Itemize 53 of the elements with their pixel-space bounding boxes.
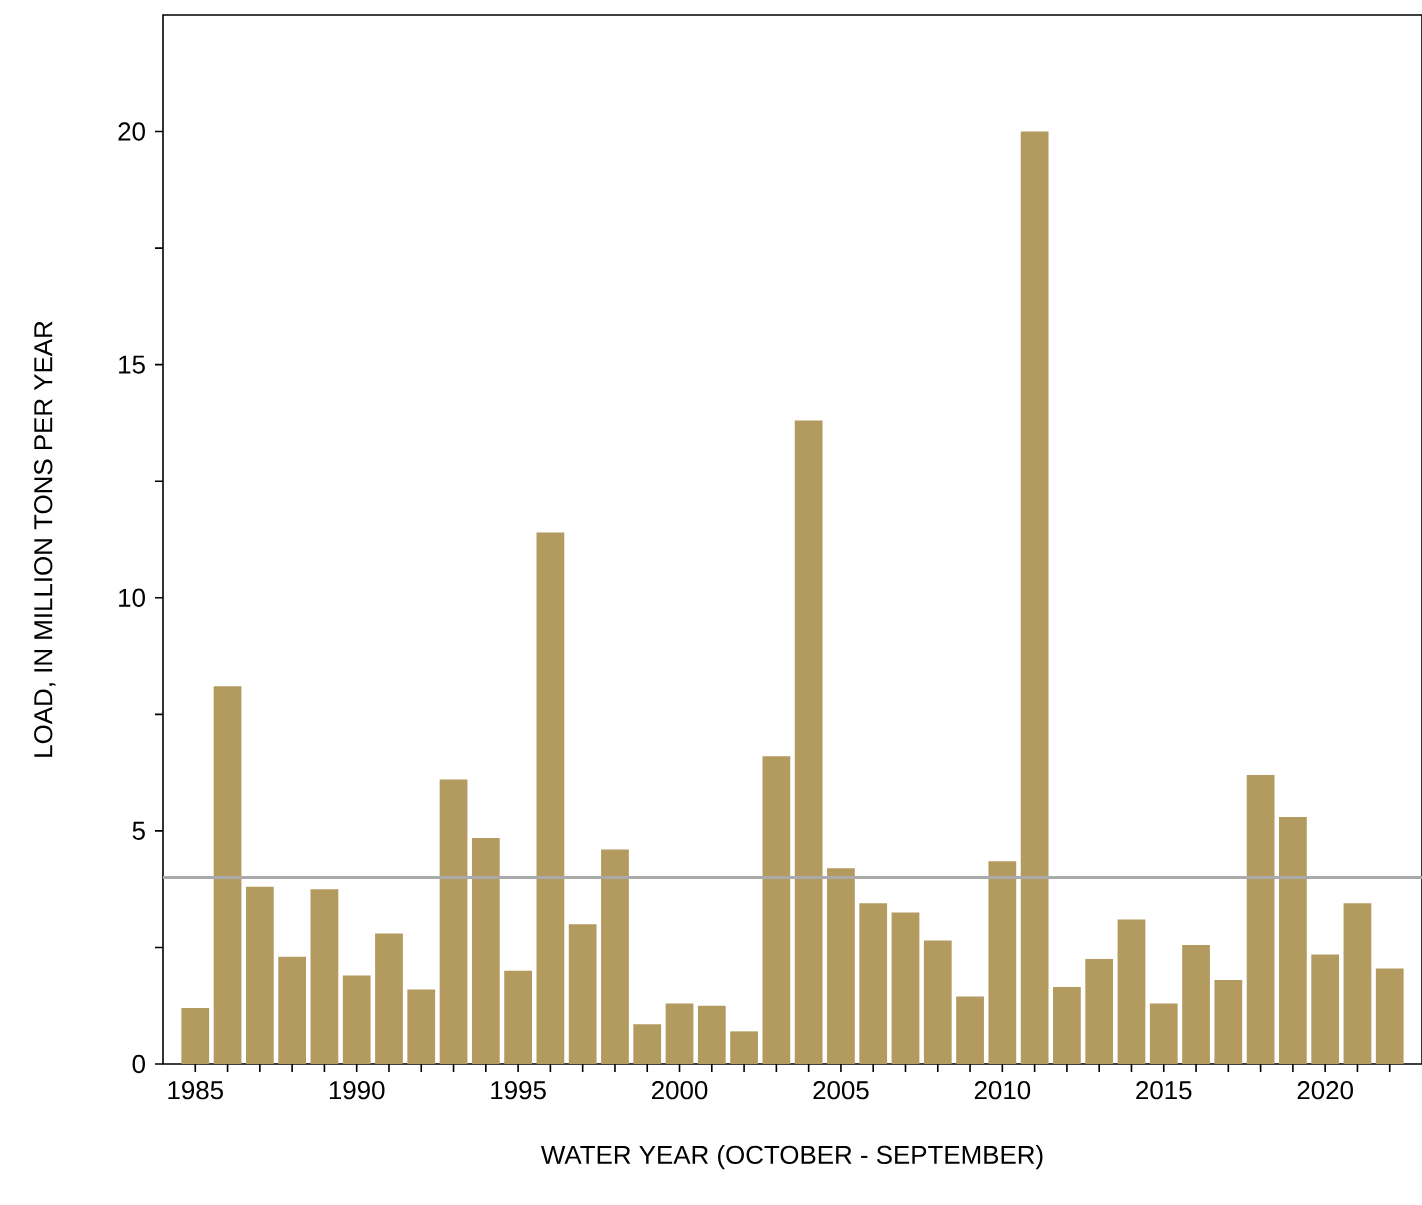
bar — [665, 1003, 694, 1064]
bar — [375, 933, 403, 1064]
y-tick-label: 15 — [119, 355, 145, 374]
bar — [633, 1024, 662, 1064]
x-tick-label: 1990 — [329, 1081, 385, 1100]
x-axis-title: WATER YEAR (OCTOBER - SEPTEMBER) — [541, 1145, 1043, 1170]
bar — [859, 903, 888, 1064]
x-tick-label: 1995 — [491, 1081, 546, 1100]
bar — [891, 912, 920, 1064]
x-tick-label: 2000 — [652, 1081, 708, 1100]
y-tick-label: 0 — [132, 1054, 145, 1074]
bar — [730, 1031, 758, 1064]
bar — [1246, 774, 1275, 1064]
bar — [1279, 816, 1307, 1064]
y-axis-title: LOAD, IN MILLION TONS PER YEAR — [34, 321, 56, 757]
y-tick-label: 20 — [118, 122, 145, 141]
bar — [1343, 903, 1372, 1064]
bar — [504, 970, 532, 1064]
x-tick-label: 2010 — [974, 1081, 1031, 1100]
x-tick-label: 2020 — [1297, 1081, 1353, 1100]
bar — [923, 940, 952, 1064]
bar — [1085, 959, 1114, 1064]
bar — [1053, 987, 1081, 1064]
bar — [245, 886, 274, 1064]
bar — [1182, 945, 1210, 1064]
bar — [407, 989, 436, 1064]
bar — [601, 849, 629, 1064]
bar — [1214, 980, 1243, 1064]
bar — [988, 861, 1017, 1064]
bar — [1149, 1003, 1178, 1064]
bar — [697, 1005, 726, 1064]
y-tick-label: 10 — [119, 588, 145, 607]
bar — [181, 1008, 210, 1064]
bar — [471, 837, 500, 1064]
bar — [827, 868, 855, 1064]
bar — [439, 779, 468, 1064]
bar — [310, 889, 339, 1064]
bar — [1311, 954, 1340, 1064]
bar — [1117, 919, 1146, 1064]
bar — [213, 686, 242, 1064]
bar — [762, 756, 791, 1064]
bar — [794, 420, 823, 1064]
bar — [1375, 968, 1404, 1064]
bar — [278, 956, 307, 1064]
bar — [536, 532, 565, 1064]
y-tick-label: 5 — [132, 821, 145, 840]
bar — [568, 924, 597, 1064]
x-tick-label: 2005 — [813, 1081, 869, 1100]
bar — [342, 975, 371, 1064]
x-tick-label: 2015 — [1136, 1081, 1192, 1100]
x-tick-label: 1985 — [168, 1081, 223, 1100]
bar — [956, 996, 984, 1064]
bar — [1020, 131, 1049, 1064]
